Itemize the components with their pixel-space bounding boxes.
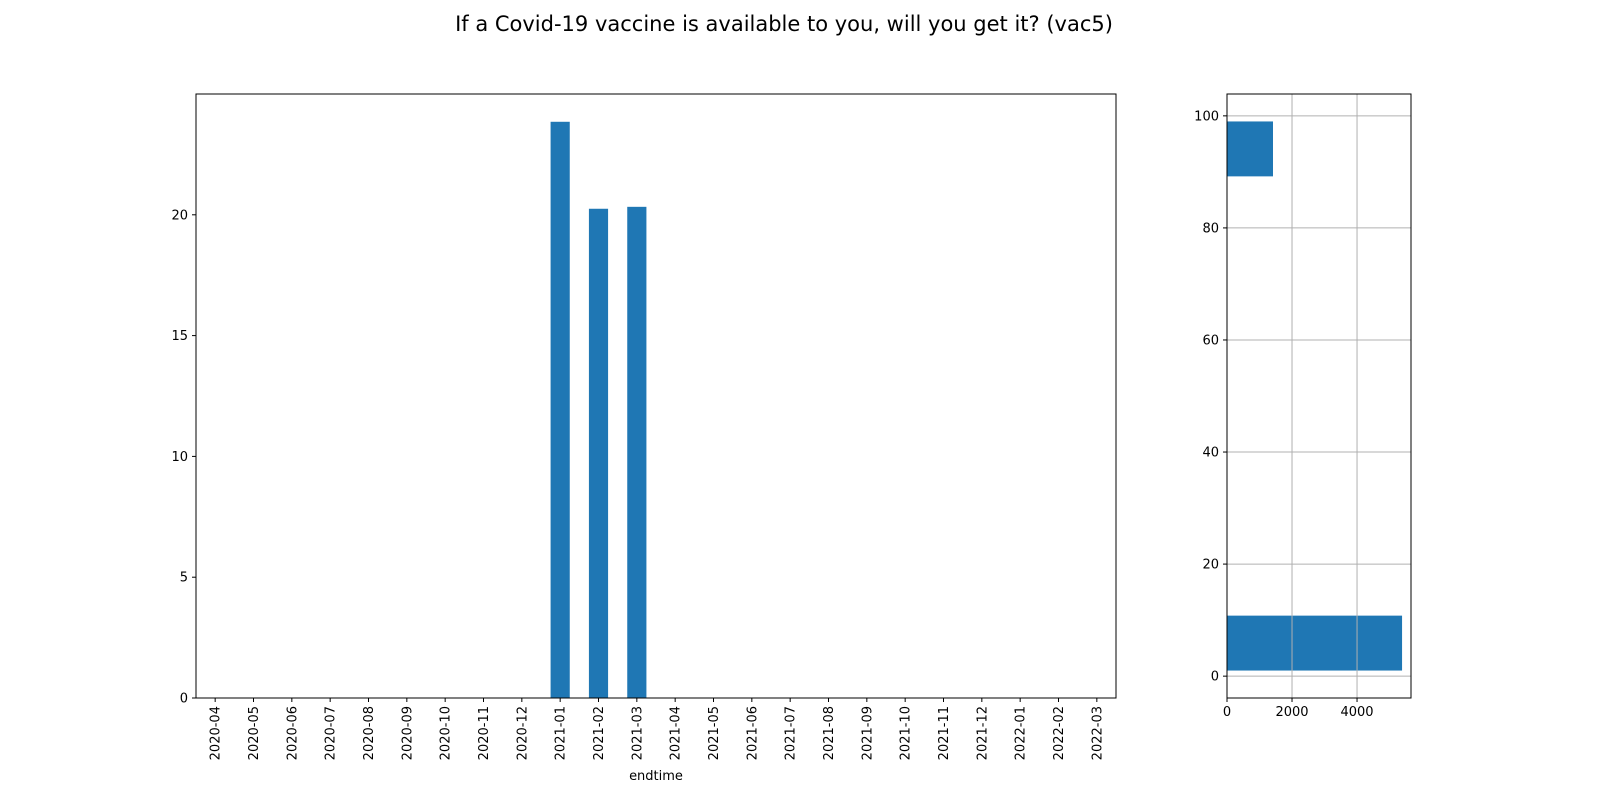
x-tick-label: 2020-11 bbox=[477, 706, 492, 760]
x-tick-label: 2021-11 bbox=[937, 706, 952, 760]
y-tick-label: 20 bbox=[171, 208, 188, 223]
y-tick-label: 5 bbox=[180, 571, 188, 586]
y-tick-label: 40 bbox=[1202, 446, 1219, 461]
histogram-bar bbox=[1227, 615, 1403, 671]
figure-title: If a Covid-19 vaccine is available to yo… bbox=[455, 12, 1113, 36]
bar bbox=[627, 206, 647, 698]
x-tick-label: 4000 bbox=[1340, 705, 1373, 720]
x-tick-label: 2021-07 bbox=[784, 706, 799, 760]
y-tick-label: 10 bbox=[171, 450, 188, 465]
x-tick-label: 2021-03 bbox=[630, 706, 645, 760]
x-tick-label: 2021-12 bbox=[975, 706, 990, 760]
x-tick-label: 0 bbox=[1223, 705, 1231, 720]
x-tick-label: 2021-05 bbox=[707, 706, 722, 760]
y-tick-label: 20 bbox=[1202, 558, 1219, 573]
y-tick-label: 60 bbox=[1202, 333, 1219, 348]
x-tick-label: 2021-09 bbox=[860, 706, 875, 760]
bar bbox=[550, 121, 570, 698]
x-tick-label: 2020-12 bbox=[515, 706, 530, 760]
y-tick-label: 100 bbox=[1194, 109, 1219, 124]
plot-frame bbox=[1226, 93, 1412, 699]
x-tick-label: 2020-07 bbox=[324, 706, 339, 760]
x-tick-label: 2020-08 bbox=[362, 706, 377, 760]
bar bbox=[588, 208, 609, 698]
y-tick-label: 15 bbox=[171, 329, 188, 344]
x-tick-label: 2021-06 bbox=[745, 706, 760, 760]
x-tick-label: 2020-10 bbox=[439, 706, 454, 760]
x-tick-label: 2021-08 bbox=[822, 706, 837, 760]
x-tick-label: 2022-03 bbox=[1090, 706, 1105, 760]
x-tick-label: 2021-01 bbox=[554, 706, 569, 760]
x-tick-label: 2021-10 bbox=[899, 706, 914, 760]
x-tick-label: 2021-04 bbox=[669, 706, 684, 760]
x-tick-label: 2022-01 bbox=[1014, 706, 1029, 760]
x-tick-label: 2000 bbox=[1275, 705, 1308, 720]
x-tick-label: 2020-05 bbox=[247, 706, 262, 760]
plot-frame bbox=[195, 93, 1117, 699]
x-tick-label: 2021-02 bbox=[592, 706, 607, 760]
y-tick-label: 0 bbox=[180, 692, 188, 707]
y-tick-label: 0 bbox=[1211, 670, 1219, 685]
x-tick-label: 2022-02 bbox=[1052, 706, 1067, 760]
x-axis-label: endtime bbox=[629, 769, 683, 784]
y-tick-label: 80 bbox=[1202, 221, 1219, 236]
x-tick-label: 2020-09 bbox=[400, 706, 415, 760]
x-tick-label: 2020-06 bbox=[285, 706, 300, 760]
histogram-bar bbox=[1227, 121, 1273, 177]
x-tick-label: 2020-04 bbox=[209, 706, 224, 760]
